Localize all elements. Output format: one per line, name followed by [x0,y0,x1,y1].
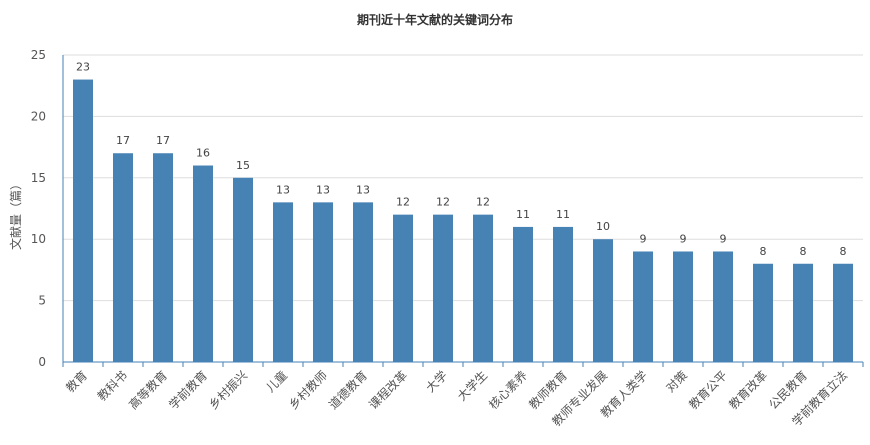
data-label: 13 [276,183,290,196]
y-axis-ticks: 0 5 10 15 20 25 [31,48,46,369]
y-axis-label: 文献量（篇） [8,178,23,250]
data-label: 9 [640,232,647,245]
data-label: 16 [196,147,210,160]
x-tick-label: 核心素养 [486,368,531,413]
y-tick-label: 10 [31,232,46,246]
y-tick-label: 25 [31,48,46,62]
x-tick-label: 课程改革 [366,368,411,413]
bar [353,202,373,362]
x-tick-label: 道德教育 [326,368,371,413]
bar [73,79,93,362]
x-tick-label: 乡村振兴 [206,368,250,412]
bar [393,214,413,362]
data-label: 12 [436,196,450,209]
bar [753,263,773,362]
data-labels: 23 17 17 16 15 13 13 13 12 12 12 11 11 10 9 9 9 8 8 8 [76,61,847,258]
data-label: 17 [116,134,130,147]
x-tick-label: 教科书 [94,368,130,404]
y-tick-label: 20 [31,109,46,123]
data-label: 8 [840,245,847,258]
data-label: 8 [760,245,767,258]
bar [433,214,453,362]
bar [473,214,493,362]
axes [62,55,864,367]
bar [513,226,533,362]
x-tick-label: 大学 [423,368,451,396]
x-tick-label: 学前教育 [166,368,211,413]
data-label: 9 [680,232,687,245]
bar [633,251,653,362]
bar [113,153,133,362]
bar [713,251,733,362]
bar [553,226,573,362]
bar [793,263,813,362]
bar [233,177,253,362]
x-tick-label: 教育公平 [686,368,731,413]
data-label: 17 [156,134,170,147]
x-tick-label: 高等教育 [126,368,171,413]
bar [193,165,213,362]
bar [273,202,293,362]
data-label: 9 [720,232,727,245]
bar [833,263,853,362]
bar [153,153,173,362]
x-tick-label: 教育 [63,368,91,396]
data-label: 12 [476,196,490,209]
data-label: 11 [556,208,570,221]
bar [593,239,613,362]
bar [673,251,693,362]
x-tick-label: 对策 [663,368,690,395]
data-label: 15 [236,159,250,172]
x-tick-label: 大学生 [454,368,490,404]
data-label: 13 [316,183,330,196]
bars [73,79,853,362]
data-label: 12 [396,196,410,209]
data-label: 23 [76,61,90,74]
chart-title: 期刊近十年文献的关键词分布 [357,12,513,27]
data-label: 8 [800,245,807,258]
data-label: 13 [356,183,370,196]
y-tick-label: 15 [31,171,46,185]
y-tick-label: 5 [38,294,46,308]
x-tick-label: 乡村教师 [286,368,331,413]
y-tick-label: 0 [38,355,46,369]
data-label: 10 [596,220,610,233]
data-label: 11 [516,208,530,221]
bar [313,202,333,362]
gridlines [63,54,863,302]
x-tick-label: 儿童 [263,368,291,396]
x-tick-label: 教育改革 [726,368,771,413]
